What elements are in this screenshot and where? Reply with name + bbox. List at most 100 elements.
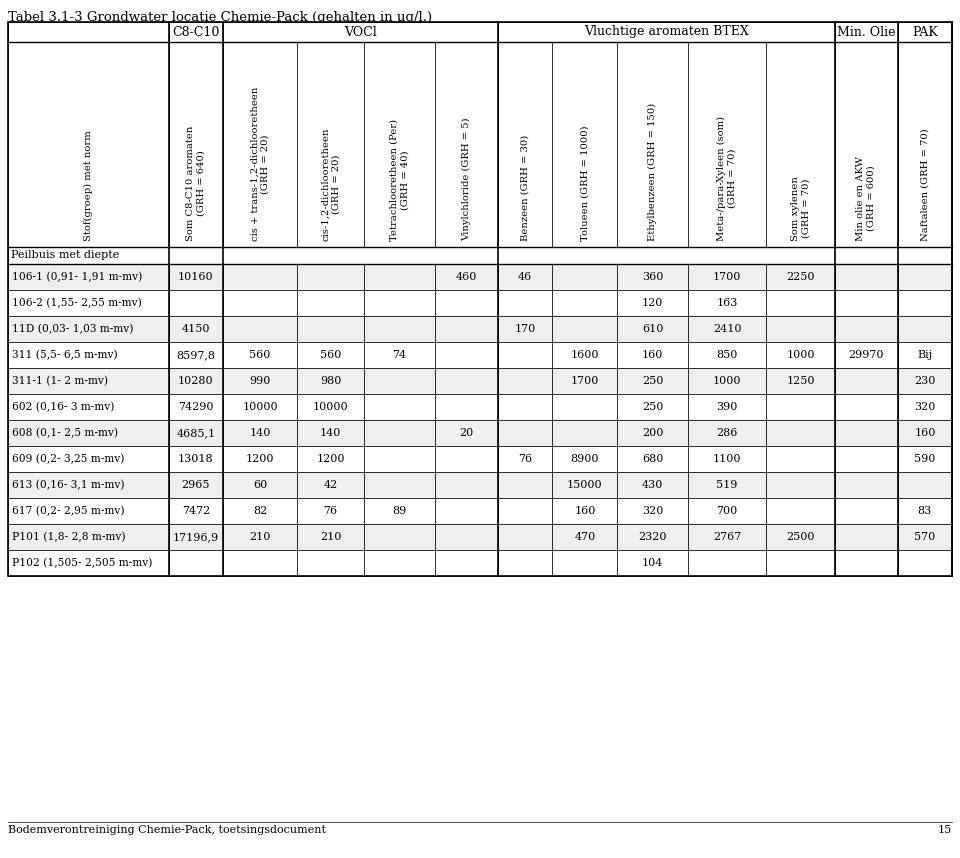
Bar xyxy=(617,420,688,446)
Bar xyxy=(169,264,223,290)
Text: VOCl: VOCl xyxy=(344,26,377,39)
Bar xyxy=(435,342,498,368)
Text: 82: 82 xyxy=(252,506,267,516)
Text: 46: 46 xyxy=(518,272,532,282)
Bar xyxy=(435,472,498,498)
Bar xyxy=(834,446,898,472)
Bar xyxy=(297,394,364,420)
Bar xyxy=(297,342,364,368)
Bar xyxy=(8,290,169,316)
Text: 140: 140 xyxy=(250,428,271,438)
Bar xyxy=(834,524,898,550)
Text: 519: 519 xyxy=(716,480,738,490)
Bar xyxy=(364,420,435,446)
Bar xyxy=(8,472,169,498)
Bar xyxy=(766,420,834,446)
Text: 15000: 15000 xyxy=(567,480,603,490)
Bar xyxy=(169,550,223,576)
Bar xyxy=(435,420,498,446)
Text: 76: 76 xyxy=(518,454,532,464)
Bar xyxy=(617,550,688,576)
Bar xyxy=(898,394,952,420)
Bar xyxy=(364,472,435,498)
Text: Stof(groep) met norm: Stof(groep) met norm xyxy=(84,130,93,241)
Bar xyxy=(169,22,223,42)
Text: 163: 163 xyxy=(716,298,738,308)
Bar xyxy=(297,550,364,576)
Text: 311-1 (1- 2 m-mv): 311-1 (1- 2 m-mv) xyxy=(12,376,108,386)
Bar xyxy=(552,498,617,524)
Bar xyxy=(834,368,898,394)
Bar xyxy=(834,420,898,446)
Text: 608 (0,1- 2,5 m-mv): 608 (0,1- 2,5 m-mv) xyxy=(12,428,118,438)
Bar xyxy=(297,42,364,247)
Bar xyxy=(498,42,552,247)
Bar xyxy=(834,290,898,316)
Bar xyxy=(364,446,435,472)
Text: 1000: 1000 xyxy=(713,376,741,386)
Text: 2767: 2767 xyxy=(713,532,741,542)
Text: 160: 160 xyxy=(574,506,595,516)
Bar xyxy=(435,498,498,524)
Text: 2250: 2250 xyxy=(786,272,815,282)
Bar xyxy=(552,472,617,498)
Text: 42: 42 xyxy=(324,480,338,490)
Bar xyxy=(688,446,766,472)
Bar xyxy=(8,342,169,368)
Bar xyxy=(898,264,952,290)
Bar xyxy=(688,472,766,498)
Bar xyxy=(766,264,834,290)
Text: 560: 560 xyxy=(250,350,271,360)
Bar xyxy=(8,247,952,264)
Bar xyxy=(552,420,617,446)
Bar xyxy=(898,472,952,498)
Text: 210: 210 xyxy=(250,532,271,542)
Text: 2410: 2410 xyxy=(713,324,741,334)
Bar xyxy=(364,42,435,247)
Text: 990: 990 xyxy=(250,376,271,386)
Bar xyxy=(435,524,498,550)
Text: 613 (0,16- 3,1 m-mv): 613 (0,16- 3,1 m-mv) xyxy=(12,480,125,490)
Text: 60: 60 xyxy=(252,480,267,490)
Bar xyxy=(898,368,952,394)
Bar xyxy=(223,42,297,247)
Bar xyxy=(435,290,498,316)
Text: 29970: 29970 xyxy=(849,350,884,360)
Bar xyxy=(223,498,297,524)
Text: 13018: 13018 xyxy=(179,454,214,464)
Bar xyxy=(617,394,688,420)
Bar xyxy=(223,472,297,498)
Text: 76: 76 xyxy=(324,506,338,516)
Bar xyxy=(552,550,617,576)
Bar xyxy=(498,316,552,342)
Bar xyxy=(8,394,169,420)
Bar xyxy=(8,368,169,394)
Bar xyxy=(552,524,617,550)
Text: 602 (0,16- 3 m-mv): 602 (0,16- 3 m-mv) xyxy=(12,402,114,412)
Text: Bij: Bij xyxy=(917,350,932,360)
Text: Min. Olie: Min. Olie xyxy=(837,26,896,39)
Bar xyxy=(297,524,364,550)
Text: 17196,9: 17196,9 xyxy=(173,532,219,542)
Bar xyxy=(435,316,498,342)
Bar xyxy=(169,316,223,342)
Text: 230: 230 xyxy=(914,376,936,386)
Bar xyxy=(8,22,169,42)
Bar xyxy=(766,290,834,316)
Bar xyxy=(223,264,297,290)
Bar xyxy=(364,394,435,420)
Bar xyxy=(552,394,617,420)
Bar xyxy=(617,316,688,342)
Bar xyxy=(435,42,498,247)
Text: 1600: 1600 xyxy=(570,350,599,360)
Bar xyxy=(8,420,169,446)
Bar xyxy=(898,42,952,247)
Bar xyxy=(834,22,898,42)
Bar xyxy=(364,316,435,342)
Text: Benzeen (GRH = 30): Benzeen (GRH = 30) xyxy=(520,135,530,241)
Bar xyxy=(169,394,223,420)
Bar xyxy=(552,446,617,472)
Bar xyxy=(169,290,223,316)
Text: Vinylchloride (GRH = 5): Vinylchloride (GRH = 5) xyxy=(462,118,471,241)
Bar xyxy=(552,42,617,247)
